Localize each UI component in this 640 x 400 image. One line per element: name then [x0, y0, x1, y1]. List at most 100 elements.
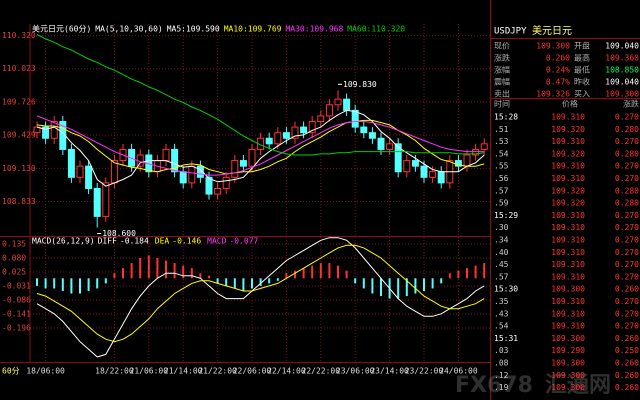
x-tick-label: 21/22:00 — [198, 367, 237, 376]
tick-price: 109.310 — [551, 137, 585, 146]
macd-bar — [362, 278, 365, 289]
tick-change: 0.270 — [615, 113, 639, 122]
legend-entry: MA30:109.968 — [285, 25, 343, 34]
candle-body — [480, 143, 488, 150]
legend-value: -0.184 — [120, 237, 149, 246]
quote-value: 109.040 — [605, 42, 639, 51]
x-tick-label: 24/06:00 — [439, 367, 478, 376]
tick-price: 109.300 — [551, 359, 585, 368]
candle-body — [265, 137, 273, 145]
candle-body — [420, 165, 428, 178]
ticks-header: 价格 — [562, 99, 578, 109]
tick-change: 0.260 — [615, 334, 639, 343]
tick-price: 109.310 — [551, 223, 585, 232]
tick-change: 0.270 — [615, 211, 639, 220]
macd-bar — [380, 278, 382, 297]
ticks-header: 时间 — [494, 99, 510, 109]
tick-change: 0.250 — [615, 346, 639, 355]
macd-bar — [199, 273, 202, 279]
x-tick-label: 23/14:00 — [370, 367, 409, 376]
macd-bar — [139, 258, 142, 279]
y-tick-label: 0.080 — [2, 254, 26, 263]
candle-body — [368, 132, 376, 139]
tick-change: 0.270 — [615, 137, 639, 146]
macd-bar — [259, 278, 262, 286]
quote-label: 震幅 — [494, 77, 510, 87]
tick-time: .19 — [494, 383, 509, 392]
quote-value: 108.850 — [605, 66, 639, 75]
tick-price: 109.310 — [551, 113, 585, 122]
macd-bar — [96, 278, 99, 289]
tick-price: 109.320 — [551, 186, 585, 195]
y-tick-label: 109.130 — [2, 164, 36, 173]
tick-change: 0.270 — [615, 260, 639, 269]
candle-body — [93, 187, 101, 217]
macd-bar — [414, 278, 417, 294]
macd-bar — [87, 278, 90, 291]
candle-body — [291, 126, 299, 139]
macd-bar — [276, 278, 279, 281]
tick-price: 109.310 — [551, 162, 585, 171]
candle-body — [171, 148, 179, 173]
ma-line — [36, 115, 485, 176]
tick-time: .55 — [494, 162, 509, 171]
quote-label: 涨幅 — [494, 65, 510, 75]
quote-label: 现价 — [494, 42, 510, 51]
tick-time: .56 — [494, 174, 509, 183]
y-tick-label: 109.726 — [2, 97, 36, 106]
tick-price: 109.300 — [551, 383, 585, 392]
candle-body — [386, 143, 394, 150]
x-tick-label: 18/22:00 — [95, 367, 134, 376]
quote-value: 0.260 — [546, 54, 570, 63]
tick-time: 15:30 — [494, 285, 518, 294]
candle-body — [308, 121, 316, 134]
y-tick-label: 110.320 — [2, 31, 36, 40]
y-tick-label: 108.833 — [2, 197, 36, 206]
tick-price: 109.320 — [551, 149, 585, 158]
candle-body — [377, 137, 385, 150]
tick-time: .57 — [494, 272, 509, 281]
x-tick-label: 22/06:00 — [233, 367, 272, 376]
quote-label: 卖出 — [494, 89, 510, 99]
tick-time: 15:31 — [494, 334, 518, 343]
tick-price: 109.310 — [551, 322, 585, 331]
macd-bar — [319, 263, 322, 279]
tick-change: 0.260 — [615, 383, 639, 392]
macd-bar — [440, 278, 443, 284]
candle-body — [196, 165, 204, 178]
quote-value: 0.47% — [546, 78, 570, 87]
macd-bar — [216, 278, 219, 284]
y-tick-label: 110.023 — [2, 64, 36, 73]
tick-change: 0.260 — [615, 359, 639, 368]
legend-value: -0.077 — [229, 237, 258, 246]
quote-value: 109.040 — [605, 78, 639, 87]
macd-bar — [130, 263, 133, 279]
candle-body — [403, 160, 411, 173]
candle-body — [222, 176, 230, 189]
tick-price: 109.310 — [551, 211, 585, 220]
y-tick-label: 0.135 — [2, 240, 26, 249]
macd-bar — [285, 273, 288, 279]
y-tick-label: 0.025 — [2, 267, 26, 276]
tick-change: 0.260 — [615, 285, 639, 294]
tick-price: 109.300 — [551, 334, 585, 343]
candle-body — [188, 165, 196, 184]
macd-bar — [251, 278, 253, 289]
candle-body — [110, 160, 118, 184]
legend-entry: MA5:109.590 — [167, 25, 220, 34]
x-tick-label: 21/14:00 — [164, 367, 203, 376]
quote-label: 涨跌 — [494, 53, 510, 63]
tick-change: 0.270 — [615, 223, 639, 232]
tick-time: 15:28 — [494, 113, 518, 122]
x-tick-label: 21/06:00 — [130, 367, 169, 376]
macd-bar — [371, 278, 374, 294]
tick-change: 0.260 — [615, 371, 639, 380]
candle-body — [325, 104, 333, 117]
x-tick-label: 22/22:00 — [302, 367, 341, 376]
macd-bar — [173, 263, 176, 279]
macd-bar — [165, 260, 167, 279]
tick-change: 0.270 — [615, 174, 639, 183]
macd-bar — [311, 265, 314, 279]
candle-body — [239, 160, 247, 167]
